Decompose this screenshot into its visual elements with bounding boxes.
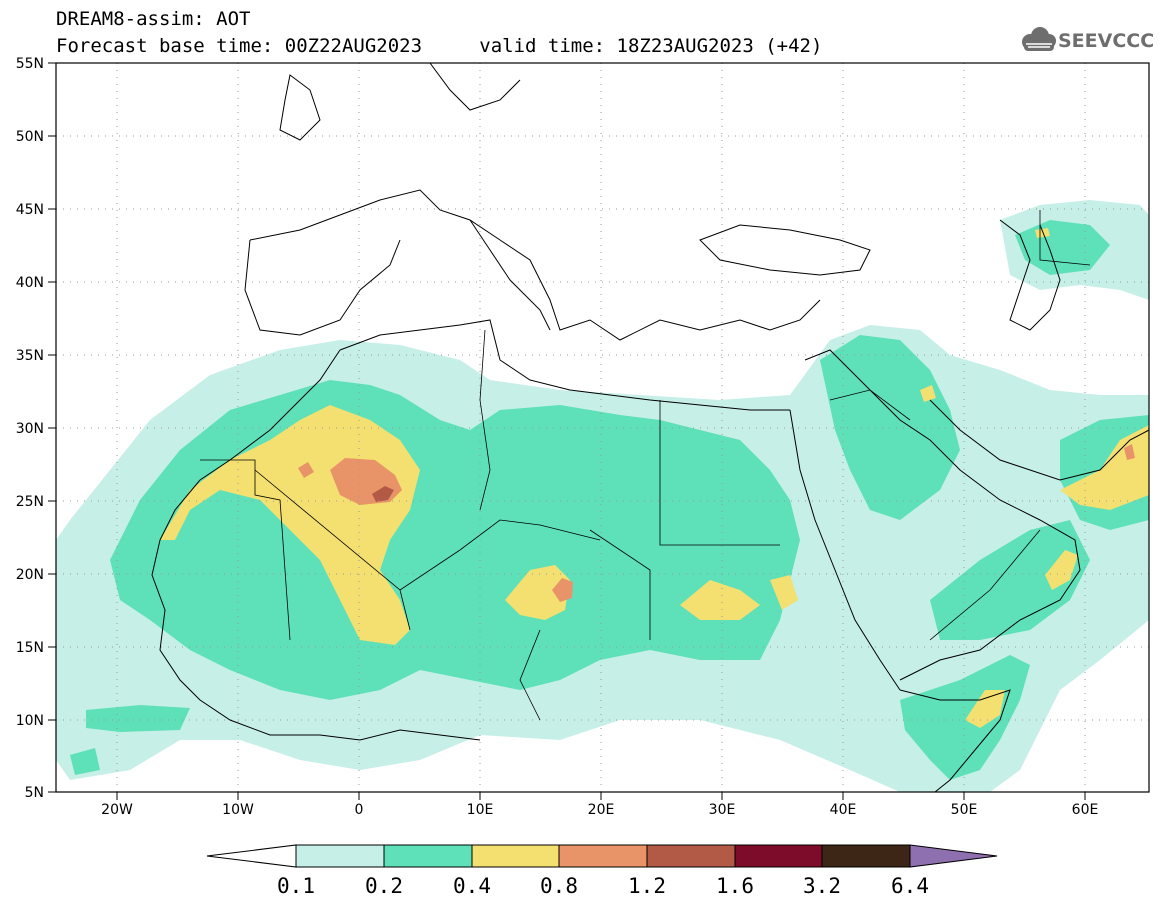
colorbar-bin [558,844,648,868]
lon-label: 20E [588,802,615,818]
border-10 [1039,210,1091,266]
aot-band-0-8-gulf [1124,444,1135,460]
lat-label: 15N [16,640,44,656]
coast-uk [279,74,321,141]
time-info: Forecast base time: 00Z22AUG2023 valid t… [56,35,822,57]
colorbar-label: 6.4 [891,874,929,898]
coast-arabia [804,349,1081,681]
aot-band-0-4-oman [1045,550,1078,590]
lon-label: 10E [467,802,494,818]
aot-band-0-4-sudan2 [770,575,798,610]
tick-marks [48,62,1086,800]
colorbar [206,844,998,868]
border-5 [659,400,780,546]
colorbar-label: 0.4 [453,874,491,898]
map-title: DREAM8-assim: AOT [56,8,251,30]
aot-band-0-4-iraq [920,385,936,402]
lat-label: 40N [16,275,44,291]
aot-band-0-2-oman [930,520,1090,640]
coast-north-africa [339,319,790,411]
lat-label: 45N [16,202,44,218]
aot-band-0-2-sw [70,748,100,775]
colorbar-label: 1.2 [628,874,666,898]
coast-red-sea [789,409,901,691]
base-time: Forecast base time: 00Z22AUG2023 [56,35,423,57]
aot-field [56,200,1149,792]
colorbar-label: 3.2 [803,874,841,898]
aot-band-0-4-gulf [1060,425,1149,510]
lon-label: 20W [101,802,133,818]
lon-label: 40E [830,802,857,818]
coast-gulf [929,399,1149,481]
colorbar-labels: 0.1 0.2 0.4 0.8 1.2 1.6 3.2 6.4 [277,874,929,898]
colorbar-bin [383,844,473,868]
aot-band-0-2-somalia [900,655,1030,780]
graticule [56,63,1149,792]
coastlines [151,63,1149,792]
border-4 [479,329,491,511]
aot-band-0-8-mauritania [298,462,314,478]
lon-labels: 20W 10W 0 10E 20E 30E 40E 50E 60E [101,802,1098,818]
coast-europe [249,189,821,341]
border-8 [929,529,1041,641]
colorbar-below-triangle [206,844,297,868]
aot-band-1-2 [372,486,394,502]
lat-labels: 55N 50N 45N 40N 35N 30N 25N 20N 15N 10N … [16,56,44,801]
border-7 [829,389,911,421]
border-3 [399,519,601,591]
lat-label: 50N [16,129,44,145]
coast-horn [899,689,1011,792]
coast-caspian [999,219,1061,331]
coast-iberia [244,239,401,336]
aot-band-0-4-caspian [1035,228,1050,238]
lon-label: 10W [222,802,254,818]
lat-label: 25N [16,494,44,510]
lat-label: 5N [25,785,44,801]
lat-label: 10N [16,713,44,729]
colorbar-bin [821,844,911,868]
aot-band-0-8-chad [552,578,573,602]
aot-band-0-4-sudan [680,580,760,620]
colorbar-label: 1.6 [716,874,754,898]
coast-scandinavia [429,63,521,111]
coast-italy [469,219,551,331]
valid-time: valid time: 18Z23AUG2023 (+42) [479,35,823,57]
lat-label: 35N [16,348,44,364]
borders [200,210,1091,721]
colorbar-label: 0.2 [365,874,403,898]
colorbar-bin [295,844,385,868]
colorbar-bin [471,844,560,868]
lon-label: 60E [1072,802,1099,818]
lon-label: 30E [709,802,736,818]
coast-africa-west [151,349,481,741]
colorbar-label: 0.8 [540,874,578,898]
cloud-icon [1022,27,1056,51]
border-9 [519,629,541,721]
logo-text: SEEVCCC [1058,30,1155,52]
colorbar-bin [646,844,736,868]
lat-label: 55N [16,56,44,72]
lat-label: 30N [16,421,44,437]
colorbar-label: 0.1 [277,874,315,898]
colorbar-above-triangle [909,844,998,868]
aot-band-0-4-chad [505,565,570,620]
lon-label: 0 [355,802,364,818]
border-1 [200,459,291,641]
lon-label: 50E [951,802,978,818]
lat-label: 20N [16,567,44,583]
coast-black-sea [699,224,871,276]
border-6 [589,529,651,640]
aot-band-0-4-somalia [965,690,1005,728]
colorbar-bin [734,844,823,868]
aot-band-0-2-west [86,705,190,732]
